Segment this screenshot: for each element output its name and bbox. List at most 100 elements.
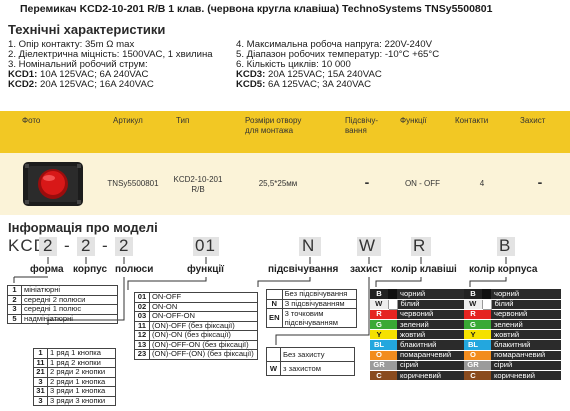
tech-kcd3: KCD3: 20A 125VAC; 15A 240VAC: [236, 69, 382, 80]
tech-item: 6. Кількість циклів: 10 000: [236, 59, 351, 70]
list-item: 11 1 ряд 2 кнопки: [33, 357, 116, 368]
td-light: -: [364, 174, 370, 190]
list-item: 01 ON-OFF: [134, 292, 258, 303]
code-box-forma: [39, 237, 57, 256]
list-item: 23 (ON)-OFF-(ON) (без фіксації): [134, 349, 258, 360]
code-pidsv: N: [302, 236, 316, 255]
code-kolir-korp: B: [499, 236, 512, 255]
td-protect: -: [537, 174, 543, 190]
th-protect: Захист: [520, 116, 546, 125]
tech-kcd5: KCD5: 6A 125VAC; 3A 240VAC: [236, 79, 372, 90]
code-box-polusy: [115, 237, 133, 256]
list-item: 1 мініатюрні: [7, 285, 118, 296]
list-item: 11 (ON)-OFF (без фіксації): [134, 320, 258, 331]
list-item: 2 середні 2 полюси: [7, 294, 118, 305]
label-kolir-klav: колір клавіші: [391, 264, 457, 275]
tech-kcd2: KCD2: 20A 125VAC; 16A 240VAC: [8, 79, 154, 90]
th-size: Розміри отвору для монтажа: [245, 116, 302, 135]
code-box-zakhyst: [357, 237, 381, 256]
th-func: Функції: [400, 116, 427, 125]
code-kolir-klav: R: [413, 236, 427, 255]
tech-item: 4. Максимальна робоча напруга: 220V-240V: [236, 39, 432, 50]
code-forma: 2: [43, 236, 54, 255]
code-box-korpus: [77, 237, 95, 256]
td-article: TNSy5500801: [107, 179, 159, 188]
list-item: 13 (ON)-OFF-ON (без фіксації): [134, 339, 258, 350]
list-item: GR сірий: [370, 360, 467, 372]
th-article: Артикул: [113, 116, 143, 125]
tech-item: 5. Діапазон робочих температур: -10°C +6…: [236, 49, 440, 60]
code-zakhyst: W: [359, 236, 377, 255]
list-item: 21 2 ряди 2 кнопки: [33, 367, 116, 378]
functions-table: 01 ON-OFF 02 ON-ON 03 ON-OFF-ON 11 (ON)-OFF …: [134, 292, 258, 360]
code-korpus: 2: [81, 236, 92, 255]
code-dash: -: [64, 236, 71, 255]
td-func: ON - OFF: [404, 179, 441, 188]
tech-item: 1. Опір контакту: 35m Ω max: [8, 39, 135, 50]
forma-table: 1 мініатюрні 2 середні 2 полюси 3 середні 1…: [7, 285, 118, 324]
label-zakhyst: захист: [350, 264, 383, 275]
label-forma: форма: [30, 264, 64, 275]
label-polusy: полюси: [115, 264, 154, 275]
code-funktsii: 01: [195, 236, 216, 255]
list-item: 02 ON-ON: [134, 301, 258, 312]
model-heading: Інформація про моделі: [8, 220, 158, 235]
list-item: 12 (ON)-ON (без фіксації): [134, 330, 258, 341]
list-item: BL блакитний: [464, 339, 561, 351]
th-type: Тип: [176, 116, 190, 125]
list-item: BL блакитний: [370, 339, 467, 351]
code-dash: -: [102, 236, 109, 255]
code-box-pidsv: [299, 237, 321, 256]
code-prefix: KCD: [8, 236, 47, 255]
th-contacts: Контакти: [455, 116, 489, 125]
td-size: 25,5*25мм: [258, 179, 298, 188]
list-item: 5 надмініатюрні: [7, 313, 118, 324]
label-funktsii: функції: [187, 264, 224, 275]
switch-photo: [23, 162, 83, 206]
list-item: Без підсвічування: [266, 289, 357, 300]
tech-item: 2. Діелектрична міцність: 1500VAC, 1 хви…: [8, 49, 213, 60]
page-title: Перемикач KCD2-10-201 R/B 1 клав. (черво…: [20, 3, 493, 15]
label-pidsv: підсвічування: [268, 264, 339, 275]
th-photo: Фото: [22, 116, 41, 125]
label-korpus: корпус: [73, 264, 108, 275]
th-light: Підсвічу-вання: [345, 116, 379, 135]
td-contacts: 4: [479, 179, 485, 188]
tech-heading: Технічні характеристики: [8, 22, 166, 37]
tech-kcd1: KCD1: 10A 125VAC; 6A 240VAC: [8, 69, 149, 80]
tech-left: 1. Опір контакту: 35m Ω max 2. Діелектри…: [8, 40, 213, 90]
table-header: Фото Артикул Тип Розміри отвору для монт…: [0, 111, 570, 153]
table-row: TNSy5500801 KCD2-10-201 R/B 25,5*25мм - …: [0, 153, 570, 215]
td-type: KCD2-10-201 R/B: [173, 175, 223, 194]
tech-right: 4. Максимальна робоча напруга: 220V-240V…: [236, 40, 439, 90]
list-item: 3 середні 1 полюс: [7, 304, 118, 315]
tech-item: 3. Номінальний робочий струм:: [8, 59, 148, 70]
code-box-kolir-korp: [497, 237, 515, 256]
code-polusy: 2: [119, 236, 130, 255]
label-kolir-korp: колір корпуса: [469, 264, 538, 275]
list-item: 03 ON-OFF-ON: [134, 311, 258, 322]
list-item: EN 3 точковим підсвічуванням: [266, 308, 357, 328]
code-box-kolir-klav: [411, 237, 431, 256]
